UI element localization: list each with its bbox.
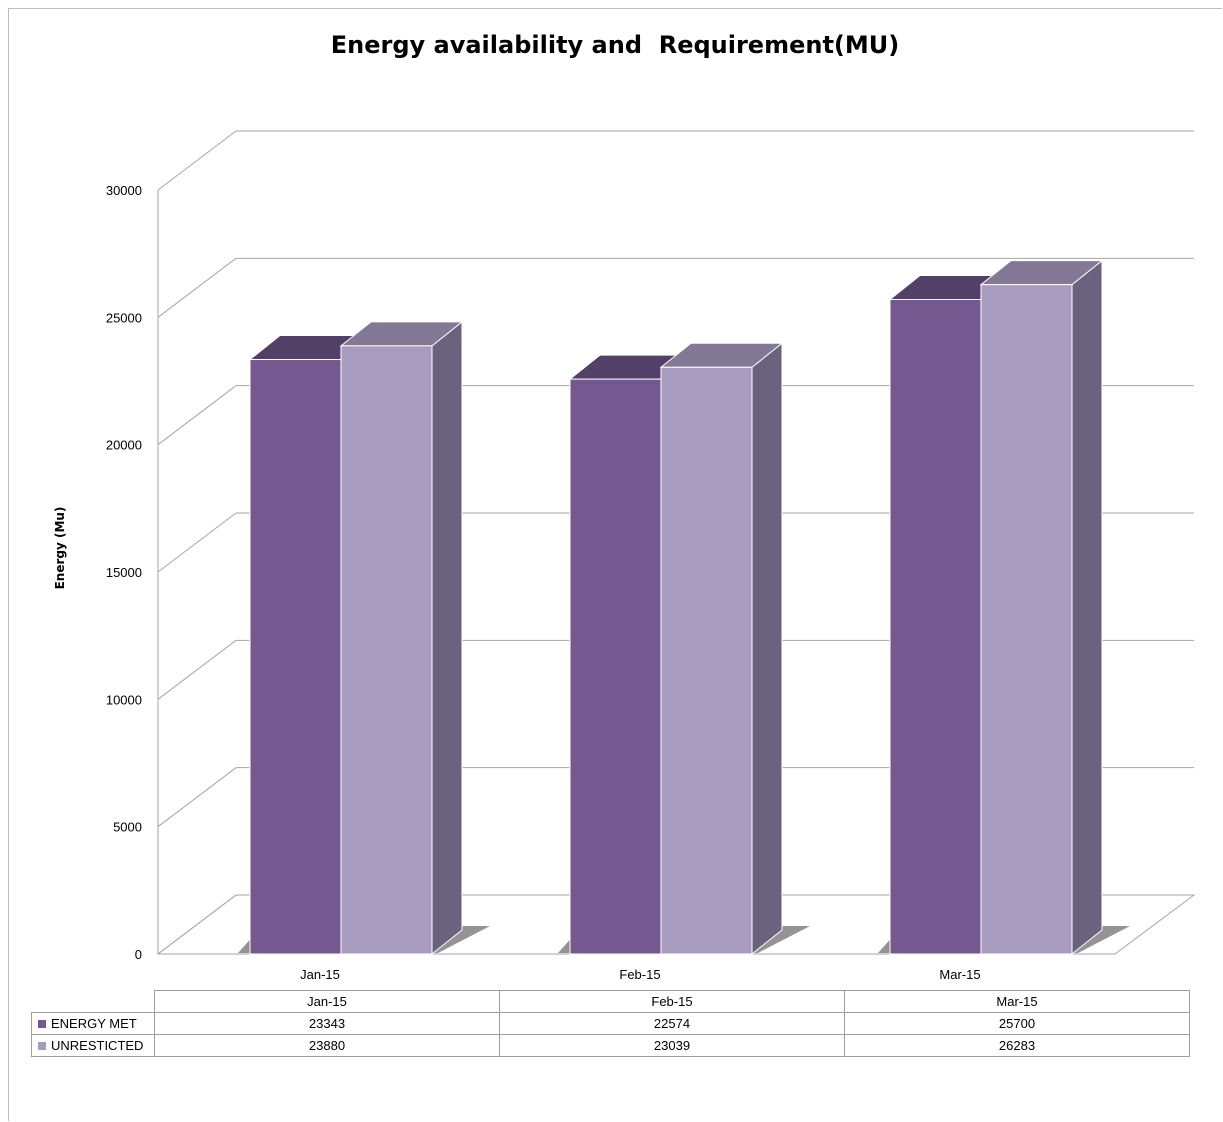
bar-unresticted: [340, 345, 433, 955]
data-table-col-mar: Mar-15: [844, 990, 1190, 1013]
y-tick-label: 10000: [106, 692, 142, 707]
y-tick-label: 25000: [106, 310, 142, 325]
data-cell-unresticted-feb: 23039: [499, 1034, 845, 1057]
data-cell-energy-met-jan: 23343: [154, 1012, 500, 1035]
x-axis-categories: Jan-15 Feb-15 Mar-15: [300, 967, 980, 982]
data-table-corner: [31, 990, 155, 1013]
y-tick-label: 15000: [106, 565, 142, 580]
y-tick-label: 30000: [106, 183, 142, 198]
data-table-row-unresticted: UNRESTICTED 23880 23039 26283: [31, 1034, 1190, 1057]
side-gridline: [157, 130, 237, 191]
chart-title: Energy availability and Requirement(MU): [331, 31, 899, 59]
side-gridline: [157, 512, 237, 573]
bar-energy-met: [249, 359, 342, 955]
legend-label-unresticted: UNRESTICTED: [51, 1038, 144, 1053]
y-axis-ticks: 0 5000 10000 15000 20000 25000 30000: [106, 183, 142, 962]
data-table-header-row: Jan-15 Feb-15 Mar-15: [31, 990, 1190, 1013]
legend-key-unresticted: [38, 1042, 46, 1050]
x-category-label: Mar-15: [939, 967, 980, 982]
side-gridline: [157, 894, 237, 955]
x-category-label: Jan-15: [300, 967, 340, 982]
side-gridline: [157, 767, 237, 828]
data-cell-energy-met-feb: 22574: [499, 1012, 845, 1035]
side-gridline: [157, 385, 237, 446]
legend-label-energy-met: ENERGY MET: [51, 1016, 137, 1031]
bar-side: [1071, 259, 1103, 956]
bars: [238, 259, 1130, 956]
legend-entry-unresticted: UNRESTICTED: [31, 1034, 155, 1057]
y-axis-label: Energy (Mu): [53, 507, 67, 590]
bar-energy-met: [569, 378, 662, 955]
side-gridline: [157, 639, 237, 700]
data-table-col-jan: Jan-15: [154, 990, 500, 1013]
legend-key-energy-met: [38, 1020, 46, 1028]
bar-side: [431, 320, 463, 956]
data-table-col-feb: Feb-15: [499, 990, 845, 1013]
y-tick-label: 20000: [106, 438, 142, 453]
side-gridline: [157, 257, 237, 318]
bar-side: [751, 342, 783, 956]
bar-energy-met: [889, 299, 982, 955]
data-table-row-energy-met: ENERGY MET 23343 22574 25700: [31, 1012, 1190, 1035]
bar-unresticted: [980, 284, 1073, 955]
data-table: Jan-15 Feb-15 Mar-15 ENERGY MET 23343 22…: [31, 990, 1190, 1057]
data-cell-unresticted-jan: 23880: [154, 1034, 500, 1057]
bar-unresticted: [660, 366, 753, 955]
data-cell-energy-met-mar: 25700: [844, 1012, 1190, 1035]
legend-entry-energy-met: ENERGY MET: [31, 1012, 155, 1035]
x-category-label: Feb-15: [619, 967, 660, 982]
data-cell-unresticted-mar: 26283: [844, 1034, 1190, 1057]
y-tick-label: 5000: [113, 820, 142, 835]
y-tick-label: 0: [135, 947, 142, 962]
chart-frame: [8, 8, 1222, 1121]
